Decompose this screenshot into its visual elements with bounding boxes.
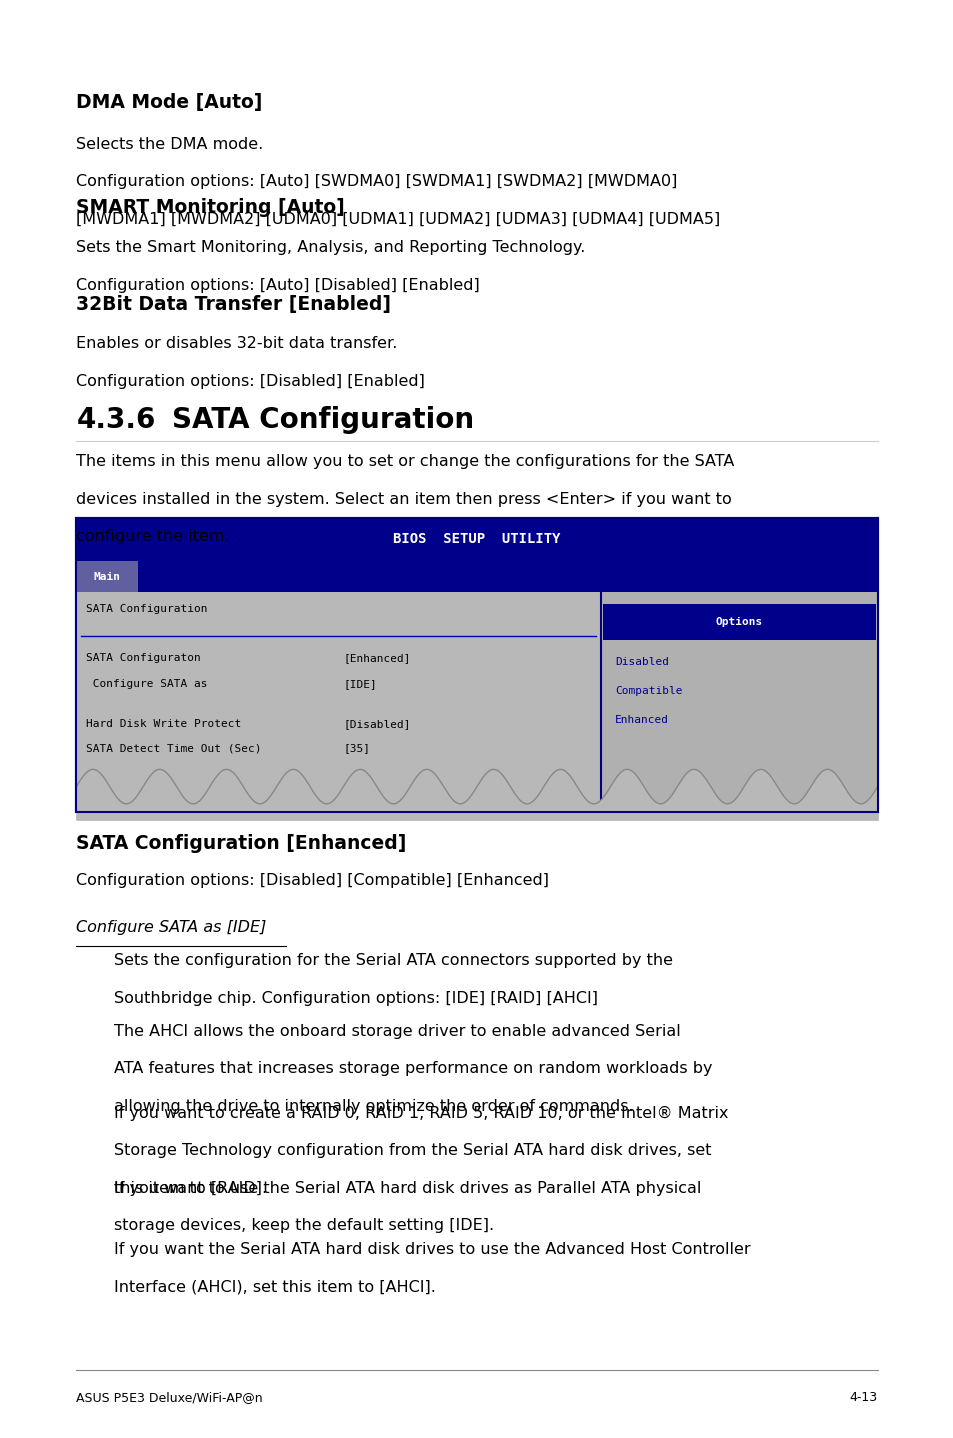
Text: Southbridge chip. Configuration options: [IDE] [RAID] [AHCI]: Southbridge chip. Configuration options:…	[114, 991, 598, 1005]
Text: 32Bit Data Transfer [Enabled]: 32Bit Data Transfer [Enabled]	[76, 295, 391, 313]
Text: Configuration options: [Disabled] [Enabled]: Configuration options: [Disabled] [Enabl…	[76, 374, 425, 388]
Text: Sets the configuration for the Serial ATA connectors supported by the: Sets the configuration for the Serial AT…	[114, 953, 673, 968]
Text: Compatible: Compatible	[615, 686, 682, 696]
Text: Configuration options: [Auto] [SWDMA0] [SWDMA1] [SWDMA2] [MWDMA0]: Configuration options: [Auto] [SWDMA0] […	[76, 174, 677, 188]
Text: SATA Configuraton: SATA Configuraton	[86, 653, 200, 663]
Text: Enhanced: Enhanced	[615, 715, 669, 725]
Text: Configuration options: [Auto] [Disabled] [Enabled]: Configuration options: [Auto] [Disabled]…	[76, 278, 479, 292]
Text: SATA Configuration: SATA Configuration	[172, 406, 474, 433]
Text: [MWDMA1] [MWDMA2] [UDMA0] [UDMA1] [UDMA2] [UDMA3] [UDMA4] [UDMA5]: [MWDMA1] [MWDMA2] [UDMA0] [UDMA1] [UDMA2…	[76, 211, 720, 226]
Text: Selects the DMA mode.: Selects the DMA mode.	[76, 137, 263, 151]
Text: [Disabled]: [Disabled]	[343, 719, 411, 729]
Text: Enables or disables 32-bit data transfer.: Enables or disables 32-bit data transfer…	[76, 336, 397, 351]
Text: configure the item.: configure the item.	[76, 529, 230, 544]
Text: storage devices, keep the default setting [IDE].: storage devices, keep the default settin…	[114, 1218, 494, 1232]
Bar	[76, 518, 877, 812]
Text: The items in this menu allow you to set or change the configurations for the SAT: The items in this menu allow you to set …	[76, 454, 734, 469]
Text: If you want the Serial ATA hard disk drives to use the Advanced Host Controller: If you want the Serial ATA hard disk dri…	[114, 1242, 750, 1257]
Text: SATA Configuration [Enhanced]: SATA Configuration [Enhanced]	[76, 834, 406, 853]
FancyBboxPatch shape	[76, 561, 138, 592]
Text: If you want to use the Serial ATA hard disk drives as Parallel ATA physical: If you want to use the Serial ATA hard d…	[114, 1181, 701, 1195]
Text: this item to [RAID].: this item to [RAID].	[114, 1181, 268, 1195]
FancyBboxPatch shape	[76, 592, 877, 812]
Text: ATA features that increases storage performance on random workloads by: ATA features that increases storage perf…	[114, 1061, 712, 1076]
Text: DMA Mode [Auto]: DMA Mode [Auto]	[76, 93, 262, 112]
Text: BIOS  SETUP  UTILITY: BIOS SETUP UTILITY	[393, 532, 560, 546]
Text: Sets the Smart Monitoring, Analysis, and Reporting Technology.: Sets the Smart Monitoring, Analysis, and…	[76, 240, 585, 255]
Text: SMART Monitoring [Auto]: SMART Monitoring [Auto]	[76, 198, 345, 217]
Text: Options: Options	[715, 617, 762, 627]
Text: devices installed in the system. Select an item then press <Enter> if you want t: devices installed in the system. Select …	[76, 492, 731, 506]
Text: If you want to create a RAID 0, RAID 1, RAID 5, RAID 10, or the Intel® Matrix: If you want to create a RAID 0, RAID 1, …	[114, 1106, 728, 1120]
Text: [35]: [35]	[343, 743, 370, 754]
Text: Configure SATA as: Configure SATA as	[86, 679, 207, 689]
Text: 4.3.6: 4.3.6	[76, 406, 155, 433]
Text: allowing the drive to internally optimize the order of commands.: allowing the drive to internally optimiz…	[114, 1099, 634, 1113]
Text: Configuration options: [Disabled] [Compatible] [Enhanced]: Configuration options: [Disabled] [Compa…	[76, 873, 549, 887]
Text: Disabled: Disabled	[615, 657, 669, 667]
Text: SATA Detect Time Out (Sec): SATA Detect Time Out (Sec)	[86, 743, 261, 754]
Text: [Enhanced]: [Enhanced]	[343, 653, 411, 663]
FancyBboxPatch shape	[600, 592, 877, 812]
FancyBboxPatch shape	[76, 518, 877, 812]
Text: [IDE]: [IDE]	[343, 679, 376, 689]
Text: Storage Technology configuration from the Serial ATA hard disk drives, set: Storage Technology configuration from th…	[114, 1143, 711, 1158]
Text: Main: Main	[93, 572, 121, 581]
Text: Interface (AHCI), set this item to [AHCI].: Interface (AHCI), set this item to [AHCI…	[114, 1280, 436, 1294]
FancyBboxPatch shape	[602, 604, 875, 640]
Text: Configure SATA as [IDE]: Configure SATA as [IDE]	[76, 920, 267, 935]
Text: Hard Disk Write Protect: Hard Disk Write Protect	[86, 719, 241, 729]
Text: SATA Configuration: SATA Configuration	[86, 604, 207, 614]
Text: The AHCI allows the onboard storage driver to enable advanced Serial: The AHCI allows the onboard storage driv…	[114, 1024, 680, 1038]
Text: ASUS P5E3 Deluxe/WiFi-AP@n: ASUS P5E3 Deluxe/WiFi-AP@n	[76, 1391, 263, 1403]
Text: 4-13: 4-13	[849, 1391, 877, 1403]
